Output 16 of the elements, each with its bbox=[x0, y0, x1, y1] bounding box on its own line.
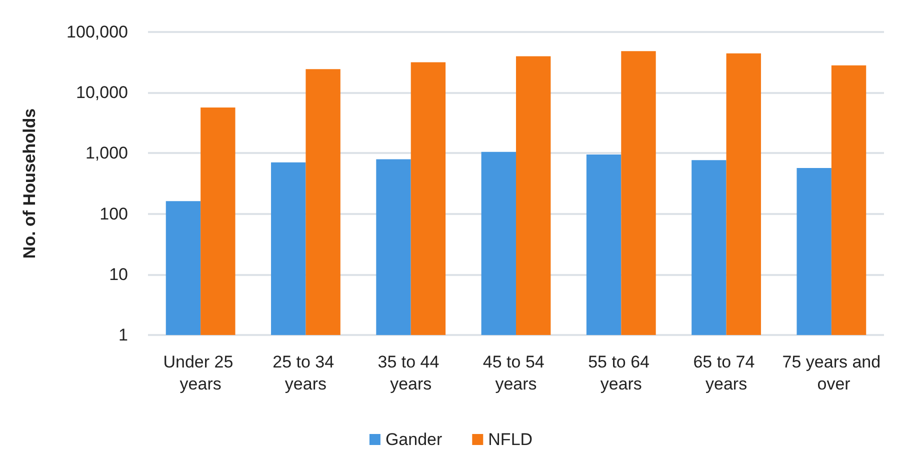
y-tick-label: 100,000 bbox=[66, 22, 128, 42]
y-tick-label: 10 bbox=[109, 264, 128, 284]
y-tick-label: 10,000 bbox=[76, 83, 128, 102]
y-tick-label: 1 bbox=[118, 326, 128, 344]
x-tick-label: Under 25 years bbox=[163, 352, 238, 394]
x-tick-label: 45 to 54 years bbox=[482, 352, 550, 394]
x-tick-label: 25 to 34 years bbox=[272, 352, 339, 394]
y-tick-label: 100 bbox=[100, 204, 128, 224]
y-tick-label: 1,000 bbox=[85, 144, 128, 163]
x-tick-label: 65 to 74 years bbox=[693, 352, 760, 394]
x-tick-label: 35 to 44 years bbox=[378, 352, 444, 394]
legend-label: NFLD bbox=[488, 430, 533, 449]
y-axis-title: No. of Households bbox=[20, 108, 39, 259]
x-tick-label: 75 years and over bbox=[782, 352, 881, 394]
legend-label: Gander bbox=[385, 430, 442, 449]
x-tick-label: 55 to 64 years bbox=[588, 352, 654, 394]
